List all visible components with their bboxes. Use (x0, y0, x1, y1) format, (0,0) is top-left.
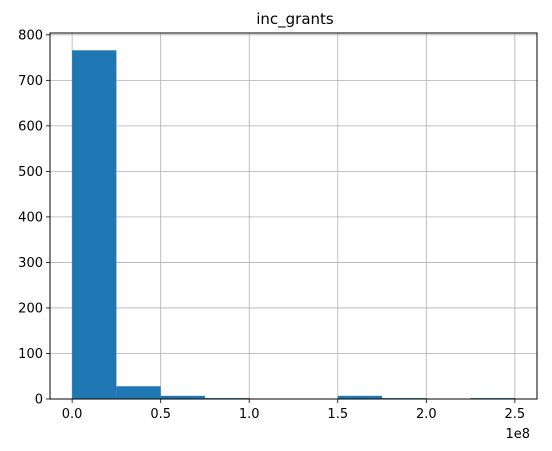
y-axis-ticks: 0 100 200 300 400 500 600 700 800 (18, 28, 50, 408)
x-tick-label-0: 0.0 (62, 407, 83, 422)
y-tick-label-1: 100 (18, 347, 43, 362)
y-tick-label-3: 300 (18, 256, 43, 271)
x-tick-label-4: 2.0 (416, 407, 437, 422)
y-tick-label-8: 800 (18, 28, 43, 43)
y-gridlines (50, 34, 537, 400)
plot-frame (49, 32, 538, 400)
y-tick-label-7: 700 (18, 74, 43, 89)
x-gridlines (71, 33, 516, 399)
x-tick-label-3: 1.5 (327, 407, 348, 422)
chart-title: inc_grants (256, 10, 334, 29)
x-tick-label-1: 0.5 (150, 407, 171, 422)
histogram-bar-1 (116, 386, 161, 399)
y-tick-label-0: 0 (35, 393, 43, 408)
histogram-bar-0 (72, 50, 117, 399)
histogram-bars (72, 50, 515, 399)
y-tick-label-2: 200 (18, 301, 43, 316)
histogram-bar-6 (337, 395, 383, 399)
histogram-bar-2 (160, 395, 205, 399)
x-axis-ticks: 0.0 0.5 1.0 1.5 2.0 2.5 (62, 399, 525, 422)
y-tick-label-4: 400 (18, 210, 43, 225)
x-tick-label-2: 1.0 (239, 407, 260, 422)
x-axis-offset-label: 1e8 (505, 427, 530, 442)
y-tick-label-6: 600 (18, 119, 43, 134)
x-tick-label-5: 2.5 (505, 407, 526, 422)
y-tick-label-5: 500 (18, 165, 43, 180)
